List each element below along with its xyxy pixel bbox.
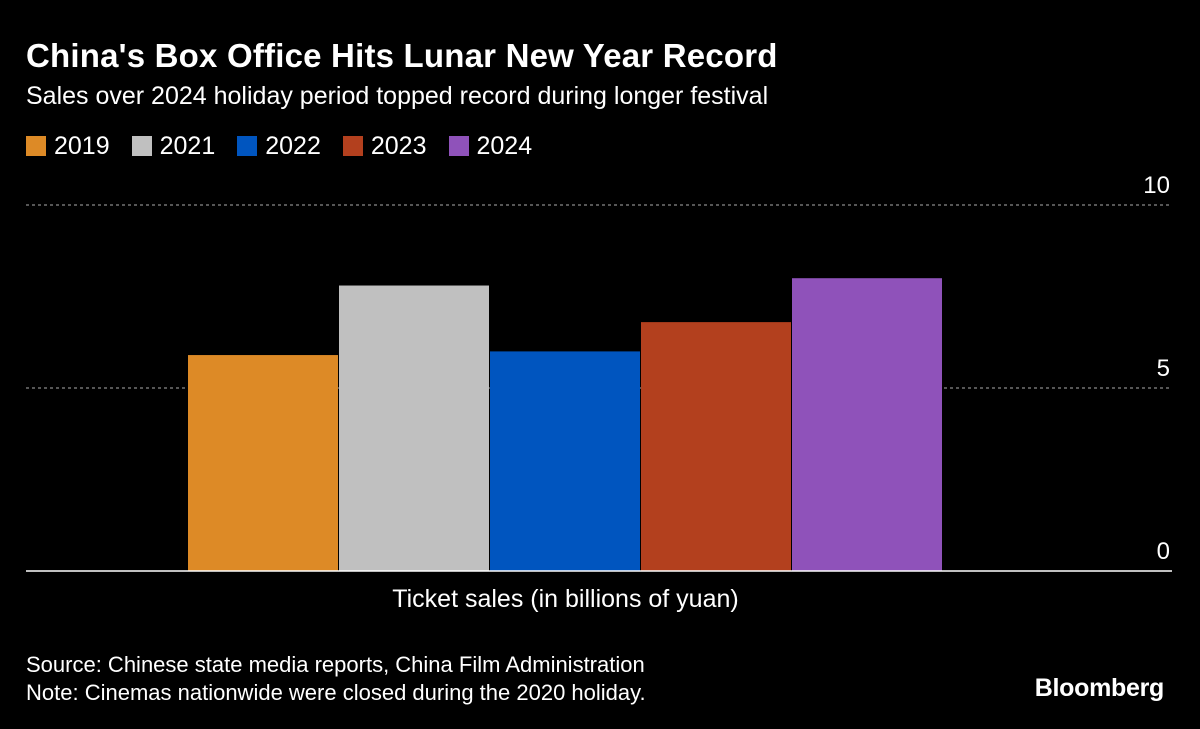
legend-label: 2023 [370,131,427,160]
legend-label: 2024 [476,131,533,160]
legend-swatch [26,136,46,156]
y-tick-label: 0 [1157,538,1170,565]
chart-title: China's Box Office Hits Lunar New Year R… [26,37,778,74]
legend-label: 2022 [265,131,321,160]
bar-2021 [339,285,489,571]
bloomberg-logo: Bloomberg [1034,674,1165,702]
bar-2023 [641,322,791,571]
x-category-label: Ticket sales (in billions of yuan) [392,585,738,613]
bar-2022 [490,351,640,571]
legend-item-2019: 2019 [26,132,110,161]
legend-item-2024: 2024 [448,131,533,161]
bar-chart: 0 5 10 Ticket sales (in billions of yuan) [26,172,1172,613]
legend-label: 2021 [159,131,216,160]
legend-item-2022: 2022 [237,132,321,161]
chart-subtitle: Sales over 2024 holiday period topped re… [26,82,769,110]
legend-swatch [448,136,469,156]
legend-swatch [342,136,363,156]
bar-2019 [188,355,338,571]
legend-swatch [131,136,152,156]
source-note: Source: Chinese state media reports, Chi… [26,652,645,677]
y-tick-label: 10 [1143,172,1170,199]
footnote: Note: Cinemas nationwide were closed dur… [26,680,646,705]
legend-label: 2019 [54,131,110,160]
legend-swatch [237,136,258,156]
legend-item-2023: 2023 [342,131,427,161]
bar-2024 [792,278,942,571]
legend-item-2021: 2021 [131,131,216,161]
legend: 2019 2021 2022 2023 2024 [26,130,554,162]
y-tick-label: 5 [1157,355,1170,382]
